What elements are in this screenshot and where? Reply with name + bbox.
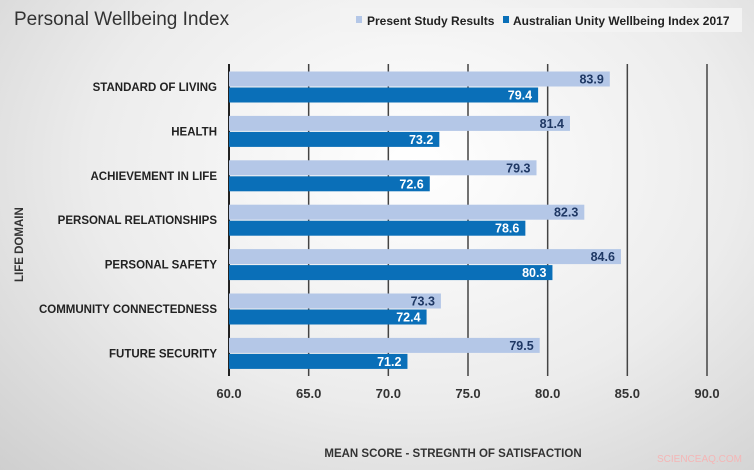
x-tick-label: 65.0 xyxy=(296,386,321,401)
bar xyxy=(229,293,441,309)
data-label: 71.2 xyxy=(377,355,401,369)
legend-swatch-aus xyxy=(503,16,509,23)
data-label: 81.4 xyxy=(540,117,564,131)
legend-label-aus: Australian Unity Wellbeing Index 2017 xyxy=(513,14,730,28)
data-label: 78.6 xyxy=(495,222,519,236)
category-label: HEALTH xyxy=(171,126,217,138)
bar xyxy=(229,160,537,176)
data-label: 82.3 xyxy=(554,206,578,220)
category-label: ACHIEVEMENT IN LIFE xyxy=(90,171,217,183)
category-label: STANDARD OF LIVING xyxy=(93,82,217,94)
bar xyxy=(229,87,539,103)
data-label: 73.3 xyxy=(411,295,435,309)
category-label: COMMUNITY CONNECTEDNESS xyxy=(39,304,217,316)
category-label: FUTURE SECURITY xyxy=(109,348,217,360)
data-label: 79.3 xyxy=(506,161,530,175)
x-tick-label: 70.0 xyxy=(376,386,401,401)
x-tick-label: 90.0 xyxy=(694,386,719,401)
y-axis-label: LIFE DOMAIN xyxy=(14,207,26,282)
bar xyxy=(229,353,408,369)
category-label: PERSONAL RELATIONSHIPS xyxy=(58,215,218,227)
bar xyxy=(229,309,427,325)
bar xyxy=(229,115,570,131)
data-label: 84.6 xyxy=(591,250,615,264)
bar xyxy=(229,249,621,265)
bar xyxy=(229,337,540,353)
data-label: 72.6 xyxy=(399,177,423,191)
data-label: 80.3 xyxy=(522,266,546,280)
bar xyxy=(229,204,585,220)
x-tick-label: 85.0 xyxy=(615,386,640,401)
bar xyxy=(229,131,440,147)
x-tick-label: 75.0 xyxy=(455,386,480,401)
category-label: PERSONAL SAFETY xyxy=(105,260,218,272)
bar xyxy=(229,265,553,281)
bar xyxy=(229,220,526,236)
x-tick-label: 80.0 xyxy=(535,386,560,401)
watermark: SCIENCEAQ.COM xyxy=(657,454,742,465)
x-tick-label: 60.0 xyxy=(216,386,241,401)
data-label: 79.5 xyxy=(509,339,533,353)
legend-swatch-present xyxy=(356,16,362,23)
bar xyxy=(229,176,430,192)
x-axis-label: MEAN SCORE - STREGNTH OF SATISFACTION xyxy=(324,448,581,460)
data-label: 83.9 xyxy=(579,73,603,87)
chart-title: Personal Wellbeing Index xyxy=(14,9,230,30)
data-label: 72.4 xyxy=(396,311,420,325)
data-label: 73.2 xyxy=(409,133,433,147)
data-label: 79.4 xyxy=(508,89,532,103)
bar xyxy=(229,71,610,87)
legend xyxy=(340,8,742,32)
legend-label-present: Present Study Results xyxy=(367,14,495,28)
